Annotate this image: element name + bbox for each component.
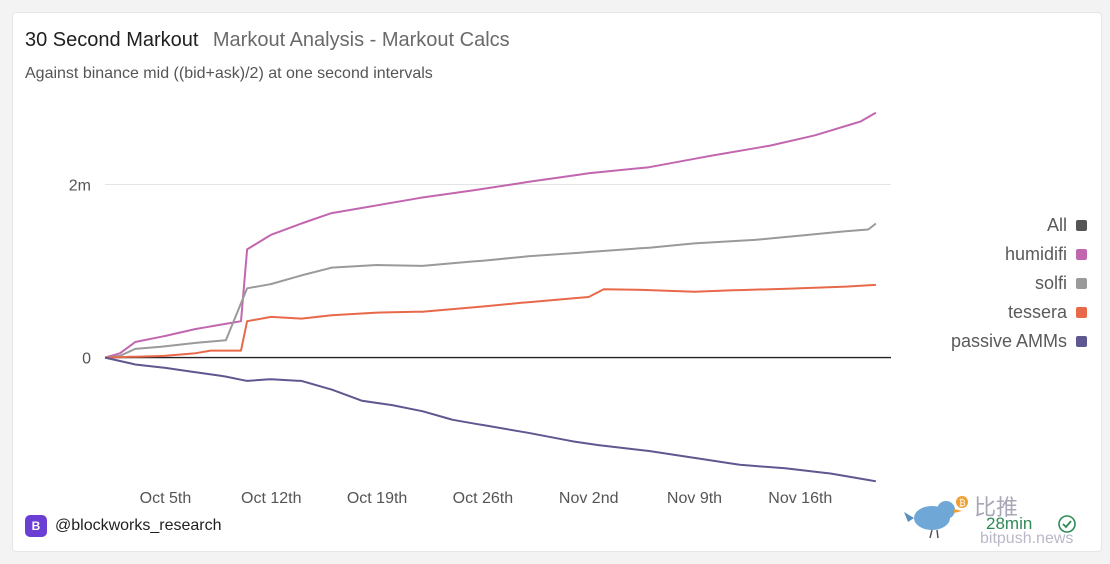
blockworks-logo-icon: B — [25, 515, 47, 537]
bird-logo-icon: ₿ — [904, 496, 968, 539]
series-line-passive-amms — [104, 356, 877, 483]
line-chart: 0 2m Oct 5th Oct 12th Oct 19th Oct 26th Nov 2n… — [69, 111, 891, 507]
legend-item-humidifi[interactable]: humidifi — [887, 240, 1087, 269]
watermark-url: bitpush.news — [980, 530, 1074, 547]
legend-item-passive-amms[interactable]: passive AMMs — [887, 327, 1087, 356]
legend-swatch-passive-amms — [1076, 336, 1087, 347]
legend: All humidifi solfi tessera passive AMMs — [887, 211, 1087, 356]
svg-text:₿: ₿ — [959, 498, 966, 508]
watermark-chinese: 比推 — [974, 496, 1019, 521]
legend-label-humidifi: humidifi — [1004, 244, 1067, 264]
legend-swatch-all — [1076, 220, 1087, 231]
title-row: 30 Second Markout Markout Analysis - Mar… — [25, 29, 510, 52]
y-tick-label: 2m — [69, 178, 91, 195]
legend-label-tessera: tessera — [1007, 302, 1067, 322]
x-tick-label: Oct 12th — [241, 490, 301, 507]
legend-label-solfi: solfi — [1034, 273, 1067, 293]
x-tick-label: Nov 2nd — [559, 490, 619, 507]
series-layer — [104, 111, 877, 483]
series-line-solfi — [104, 222, 877, 359]
x-tick-label: Oct 26th — [453, 490, 513, 507]
legend-item-tessera[interactable]: tessera — [887, 298, 1087, 327]
legend-item-all[interactable]: All — [887, 211, 1087, 240]
x-tick-label: Oct 5th — [140, 490, 192, 507]
legend-label-passive-amms: passive AMMs — [950, 331, 1067, 351]
chart-card: 30 Second Markout Markout Analysis - Mar… — [12, 12, 1102, 552]
chart-description: Against binance mid ((bid+ask)/2) at one… — [25, 65, 433, 82]
legend-item-solfi[interactable]: solfi — [887, 269, 1087, 298]
legend-label-all: All — [1046, 215, 1067, 235]
series-line-humidifi — [104, 111, 877, 359]
check-badge-icon — [1058, 515, 1076, 533]
x-tick-label: Oct 19th — [347, 490, 407, 507]
chart-subtitle: Markout Analysis - Markout Calcs — [212, 29, 510, 51]
footer-handle[interactable]: @blockworks_research — [55, 517, 222, 534]
x-tick-label: Nov 9th — [667, 490, 722, 507]
legend-swatch-humidifi — [1076, 249, 1087, 260]
axis-layer: 0 2m Oct 5th Oct 12th Oct 19th Oct 26th Nov 2n… — [69, 178, 891, 507]
legend-swatch-solfi — [1076, 278, 1087, 289]
footer: B @blockworks_research — [25, 515, 222, 537]
watermark: ₿ 比推 28min bitpush.news — [902, 490, 1102, 550]
watermark-time: 28min — [986, 514, 1033, 533]
x-tick-label: Nov 16th — [768, 490, 832, 507]
y-tick-label: 0 — [82, 351, 91, 368]
legend-swatch-tessera — [1076, 307, 1087, 318]
chart-title: 30 Second Markout — [25, 29, 199, 51]
series-line-tessera — [104, 283, 876, 359]
